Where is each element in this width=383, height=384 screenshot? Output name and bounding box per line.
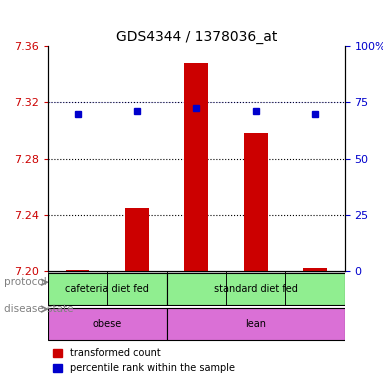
Bar [66, 270, 89, 271]
FancyBboxPatch shape [48, 273, 167, 305]
Bar [48, 271, 107, 306]
Text: obese: obese [93, 319, 122, 329]
FancyBboxPatch shape [167, 308, 345, 340]
Bar [226, 271, 285, 306]
Bar [185, 63, 208, 271]
FancyBboxPatch shape [48, 308, 167, 340]
Bar [107, 271, 167, 306]
Text: lean: lean [245, 319, 266, 329]
Bar [285, 271, 345, 306]
Text: cafeteria diet fed: cafeteria diet fed [65, 284, 149, 294]
Legend: transformed count, percentile rank within the sample: transformed count, percentile rank withi… [51, 346, 237, 375]
Bar [167, 271, 226, 306]
Bar [125, 208, 149, 271]
FancyBboxPatch shape [167, 273, 345, 305]
Text: standard diet fed: standard diet fed [214, 284, 298, 294]
Bar [303, 268, 327, 271]
Bar [244, 133, 268, 271]
Title: GDS4344 / 1378036_at: GDS4344 / 1378036_at [116, 30, 277, 44]
Text: protocol: protocol [4, 277, 47, 287]
Text: disease state: disease state [4, 304, 73, 314]
